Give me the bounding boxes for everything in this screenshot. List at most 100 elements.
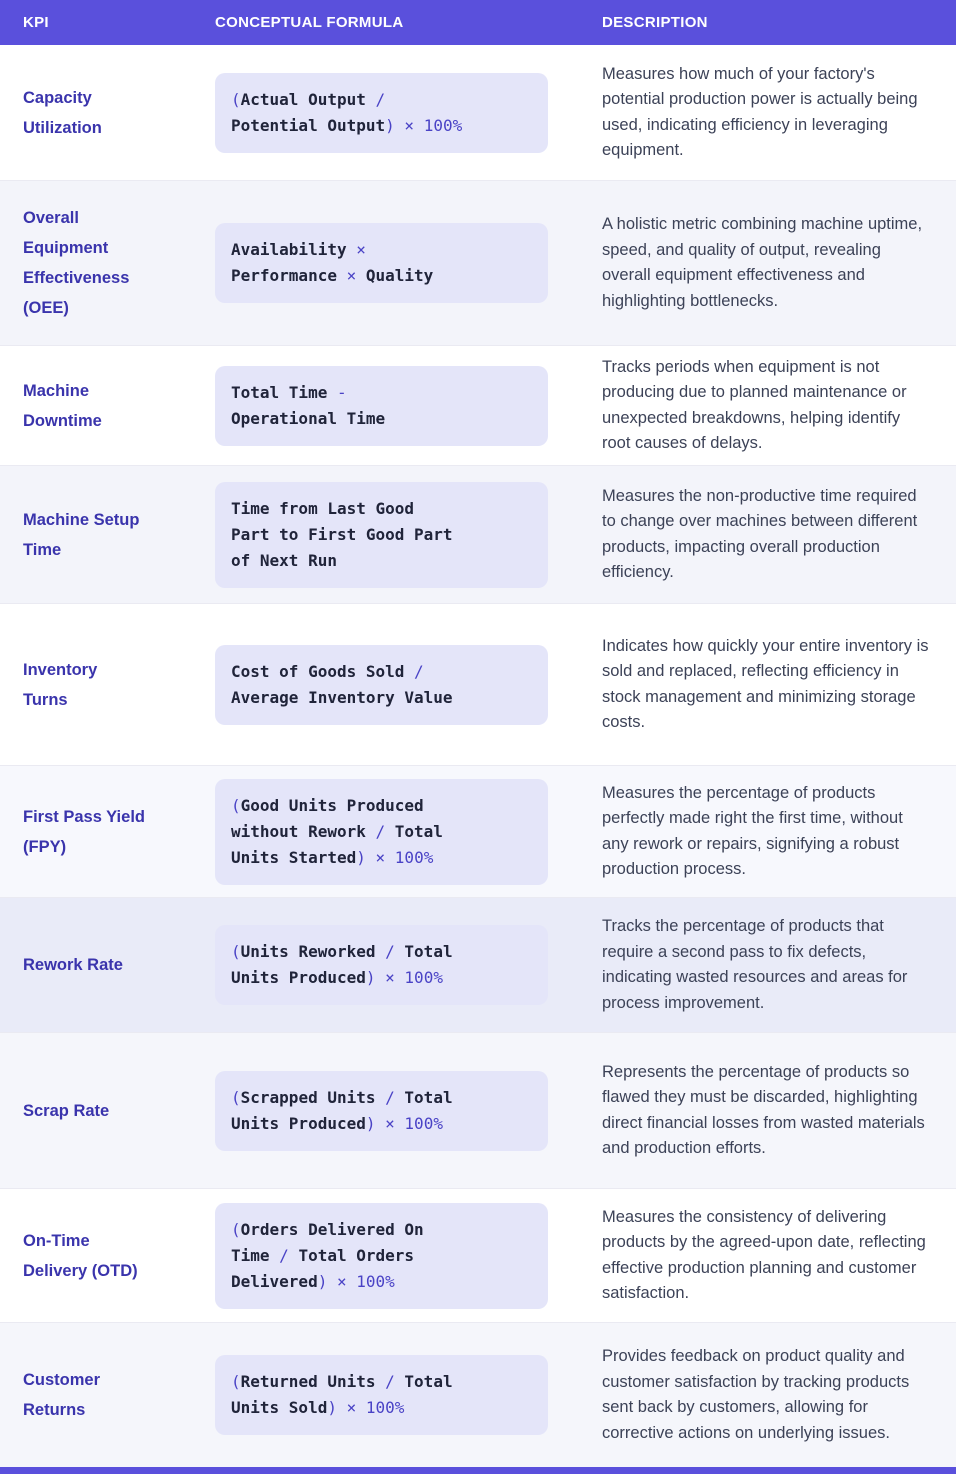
table-row: Inventory Turns Cost of Goods Sold / Aver… <box>0 603 956 765</box>
table-row: Scrap Rate (Scrapped Units / Total Units … <box>0 1032 956 1188</box>
kpi-name: Customer Returns <box>23 1371 101 1419</box>
formula-operator: ( <box>231 89 241 109</box>
formula-operand <box>366 848 376 867</box>
kpi-name: First Pass Yield (FPY) <box>23 807 145 856</box>
formula-box: Total Time - Operational Time <box>215 365 548 446</box>
formula-operator: × <box>346 1398 357 1417</box>
kpi-name: Inventory Turns <box>23 660 98 709</box>
formula-operator: ) <box>317 1271 328 1291</box>
table-row: First Pass Yield (FPY) (Good Units Produc… <box>0 765 956 897</box>
table-row: Machine Downtime Total Time - Operational… <box>0 345 956 465</box>
formula-operator: / <box>375 89 386 109</box>
formula-operator: ) <box>356 847 366 867</box>
formula-operator: / <box>375 821 386 841</box>
kpi-description: A holistic metric combining machine upti… <box>602 215 923 310</box>
formula-operand: Time from Last Good Part to First Good P… <box>231 498 453 570</box>
formula-operator: % <box>394 1398 405 1417</box>
formula-operator: ) <box>385 115 395 135</box>
formula-operator: ) <box>365 1113 376 1133</box>
formula-operator: % <box>423 847 434 867</box>
formula-operand: Total Units Sold <box>231 1372 453 1417</box>
formula-operand: Actual Output <box>240 89 376 109</box>
formula-operator: ( <box>231 942 241 961</box>
kpi-name: Scrap Rate <box>23 1101 110 1120</box>
formula-box: (Units Reworked / Total Units Produced) … <box>215 925 548 1005</box>
formula-operator: / <box>385 942 395 961</box>
formula-operand <box>385 848 395 867</box>
formula-operand: Availability <box>231 240 357 259</box>
formula-operator: % <box>452 115 463 135</box>
formula-operator: / <box>385 1087 395 1107</box>
kpi-description: Represents the percentage of products so… <box>602 1062 925 1158</box>
formula-operator: ) <box>327 1398 337 1417</box>
kpi-description: Tracks periods when equipment is not pro… <box>602 357 907 453</box>
header-cell-kpi: KPI <box>23 14 49 31</box>
formula-operator: / <box>279 1245 289 1265</box>
formula-operand: Orders Delivered On Time <box>231 1219 424 1265</box>
formula-operator: ) <box>365 968 376 987</box>
formula-operator: × <box>356 240 366 259</box>
formula-box: (Scrapped Units / Total Units Produced) … <box>215 1070 548 1151</box>
formula-operator: 100 <box>423 115 453 135</box>
formula-operator: ( <box>231 1372 241 1391</box>
formula-box: (Actual Output / Potential Output) × 100… <box>215 72 548 153</box>
kpi-name: Capacity Utilization <box>23 88 102 137</box>
formula-operand: Potential Output <box>231 115 386 135</box>
footer-accent-bar <box>0 1467 956 1474</box>
formula-operand: Returned Units <box>240 1372 386 1391</box>
formula-operator: ( <box>231 1087 241 1107</box>
formula-box: (Orders Delivered On Time / Total Orders… <box>215 1202 548 1309</box>
formula-operator: / <box>385 1372 395 1391</box>
header-cell-description: DESCRIPTION <box>602 14 708 31</box>
formula-operator: × <box>346 266 357 285</box>
formula-operator: 100 <box>404 968 434 987</box>
formula-operand: Total Units Started <box>231 821 443 867</box>
formula-operator: 100 <box>356 1271 386 1291</box>
header-cell-formula: CONCEPTUAL FORMULA <box>215 14 404 31</box>
formula-operand <box>395 116 405 135</box>
formula-operator: % <box>433 1113 443 1133</box>
formula-operator: ( <box>231 1219 241 1239</box>
formula-operand: Total Units Produced <box>231 1087 453 1133</box>
formula-operand: Average Inventory Value <box>231 687 453 707</box>
formula-operand: Operational Time <box>231 408 386 428</box>
table-row: Overall Equipment Effectiveness (OEE) Ava… <box>0 180 956 345</box>
table-row: On-Time Delivery (OTD) (Orders Delivered … <box>0 1188 956 1322</box>
formula-operator: % <box>385 1271 395 1291</box>
formula-box: Cost of Goods Sold / Average Inventory V… <box>215 644 548 725</box>
kpi-name: Machine Setup Time <box>23 510 140 559</box>
formula-operator: × <box>385 1113 395 1133</box>
table-body: Capacity Utilization (Actual Output / Pot… <box>0 45 956 1467</box>
kpi-description: Provides feedback on product quality and… <box>602 1347 910 1442</box>
formula-operand <box>395 968 405 987</box>
formula-operand <box>376 1114 386 1133</box>
kpi-description: Measures the non-productive time require… <box>602 486 918 582</box>
formula-operator: 100 <box>394 847 424 867</box>
formula-operand: Performance <box>231 266 337 285</box>
formula-operand <box>347 1272 357 1291</box>
formula-operand: Scrapped Units <box>240 1087 386 1107</box>
kpi-name: On-Time Delivery (OTD) <box>23 1231 138 1280</box>
kpi-description: Measures the percentage of products perf… <box>602 783 903 879</box>
formula-operator: 100 <box>404 1113 434 1133</box>
formula-box: Availability × Performance × Quality <box>215 223 548 303</box>
kpi-name: Rework Rate <box>23 956 123 974</box>
table-row: Customer Returns (Returned Units / Total … <box>0 1322 956 1467</box>
formula-operand: Total Orders Delivered <box>231 1245 415 1291</box>
formula-operator: - <box>336 382 347 402</box>
kpi-name: Machine Downtime <box>23 381 102 430</box>
formula-operand: Units Reworked <box>240 942 386 961</box>
formula-operand: Total Units Produced <box>231 942 453 987</box>
formula-operator: × <box>336 1271 347 1291</box>
formula-operand: Total Time <box>231 382 337 402</box>
table-header: KPI CONCEPTUAL FORMULA DESCRIPTION <box>0 0 956 45</box>
kpi-description: Indicates how quickly your entire invent… <box>602 636 929 732</box>
formula-operand <box>356 1398 366 1417</box>
formula-box: (Good Units Produced without Rework / To… <box>215 778 548 885</box>
formula-box: (Returned Units / Total Units Sold) × 10… <box>215 1355 548 1435</box>
formula-operator: ( <box>231 795 241 815</box>
formula-box: Time from Last Good Part to First Good P… <box>215 481 548 588</box>
table-row: Machine Setup Time Time from Last Good Pa… <box>0 465 956 603</box>
formula-operand: Good Units Produced without Rework <box>231 795 424 841</box>
